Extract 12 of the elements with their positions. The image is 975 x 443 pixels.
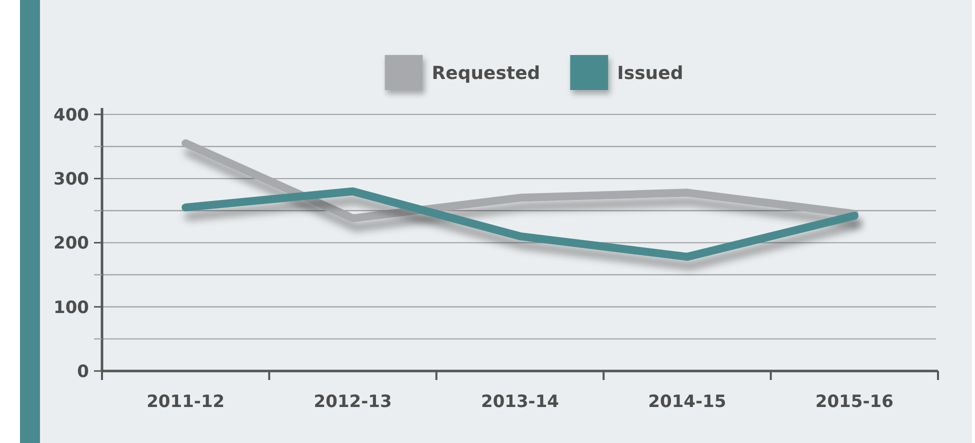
y-tick-label: 0: [77, 362, 90, 382]
legend-label: Issued: [617, 62, 684, 84]
y-tick-label: 200: [54, 234, 90, 254]
x-tick-label: 2013-14: [480, 392, 560, 412]
y-tick-label: 400: [54, 105, 90, 126]
legend-label: Requested: [432, 62, 540, 84]
x-tick-label: 2012-13: [314, 392, 392, 412]
x-tick-label: 2014-15: [648, 392, 726, 412]
y-tick-label: 100: [54, 298, 90, 318]
y-tick-label: 300: [54, 170, 90, 190]
x-tick-label: 2015-16: [815, 392, 894, 412]
x-tick-label: 2011-12: [146, 392, 225, 412]
